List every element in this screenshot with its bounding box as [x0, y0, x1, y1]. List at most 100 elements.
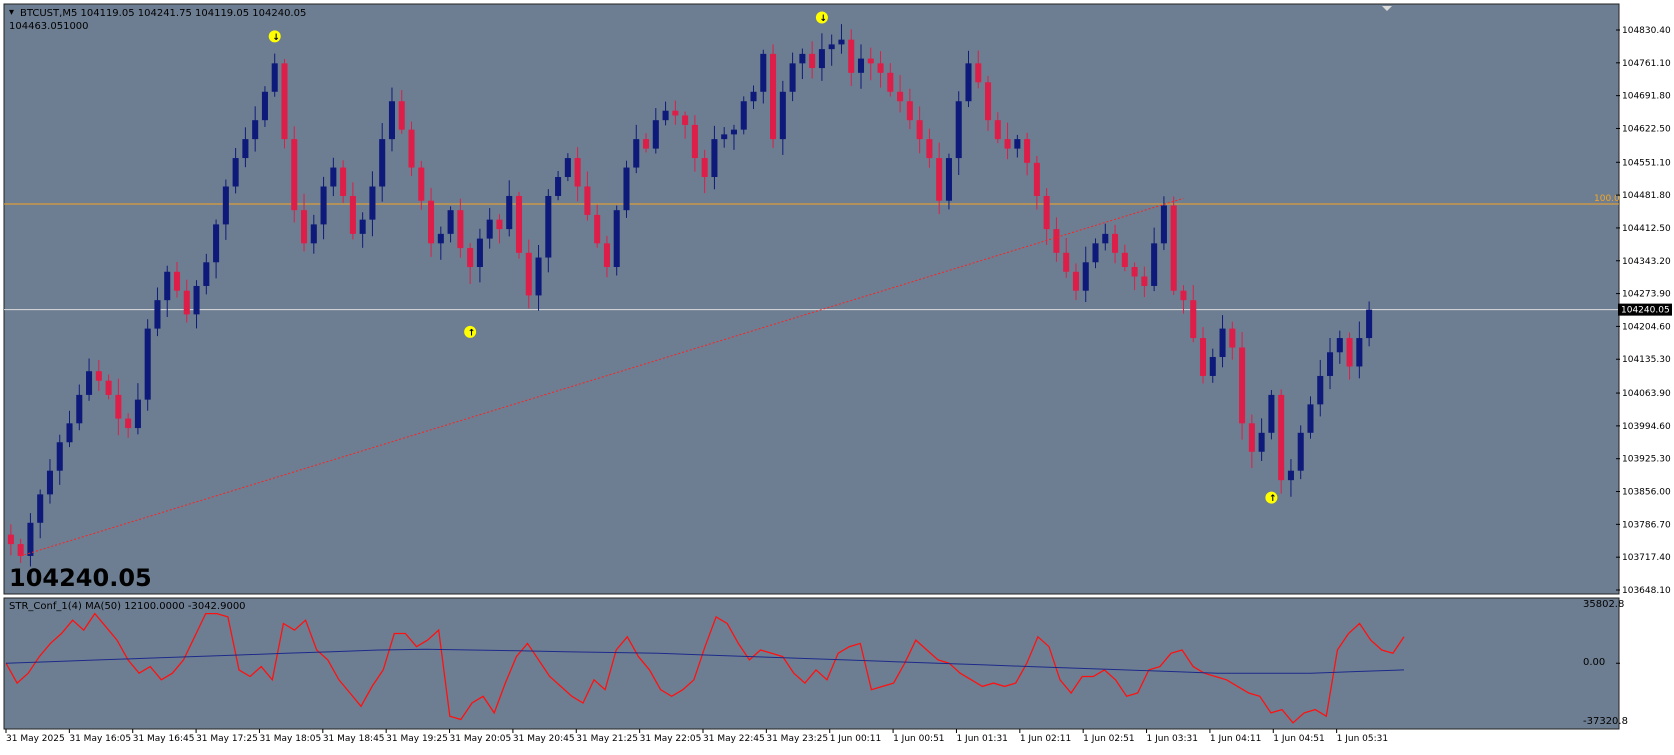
y-axis-label: 103856.00 — [1622, 488, 1671, 498]
y-axis-label: 104691.80 — [1622, 92, 1671, 102]
candle-body — [1366, 309, 1373, 339]
y-axis-label: 104830.40 — [1622, 26, 1671, 36]
candle-body — [134, 399, 141, 429]
candle-body — [1102, 233, 1109, 244]
x-axis-label: 31 May 18:45 — [323, 734, 385, 744]
candle-body — [555, 177, 562, 196]
candle-body — [1141, 276, 1148, 286]
level-line-label: 100.0 — [1594, 194, 1620, 204]
x-axis-label: 31 May 17:25 — [196, 734, 258, 744]
x-axis-label: 1 Jun 05:31 — [1337, 734, 1388, 744]
candle-body — [300, 210, 308, 244]
candle-body — [818, 49, 825, 69]
indicator-panel[interactable] — [3, 597, 1620, 730]
candle-body — [86, 371, 93, 395]
candle-body — [545, 195, 552, 258]
candle-body — [740, 101, 747, 130]
candle-body — [1151, 243, 1158, 286]
candle-body — [1092, 243, 1099, 263]
candle-body — [633, 139, 640, 168]
symbol-info: BTCUST,M5 104119.05 104241.75 104119.05 … — [20, 8, 306, 19]
x-axis-label: 31 May 2025 — [6, 734, 65, 744]
candle-body — [945, 158, 952, 201]
candle-body — [857, 58, 865, 73]
candle-body — [222, 186, 229, 225]
x-axis-label: 1 Jun 04:11 — [1210, 734, 1261, 744]
candle-body — [603, 243, 610, 268]
y-axis-label: 104204.60 — [1622, 322, 1671, 332]
candle-body — [1082, 262, 1089, 291]
candle-body — [877, 63, 884, 73]
candle-body — [838, 39, 845, 45]
x-axis-label: 1 Jun 02:11 — [1020, 734, 1071, 744]
candle-body — [926, 139, 933, 159]
candle-body — [672, 110, 679, 116]
candle-body — [955, 101, 962, 159]
x-axis-label: 31 May 16:05 — [69, 734, 131, 744]
y-axis-label: 103786.70 — [1622, 520, 1671, 530]
x-axis-label: 31 May 22:45 — [703, 734, 765, 744]
candle-body — [1278, 394, 1285, 481]
x-axis-label: 1 Jun 01:31 — [956, 734, 1007, 744]
candle-body — [1356, 338, 1363, 367]
candle-body — [1258, 432, 1265, 452]
x-axis-label: 31 May 20:05 — [450, 734, 512, 744]
candle-body — [721, 134, 728, 140]
indicator-axis-bottom: -37320.8 — [1583, 716, 1628, 727]
candle-body — [105, 380, 112, 395]
candle-body — [965, 63, 972, 102]
candle-body — [379, 139, 386, 187]
candle-body — [652, 120, 659, 149]
fractal-down-marker — [1265, 491, 1278, 504]
y-axis-label: 103717.40 — [1622, 553, 1671, 563]
candle-body — [691, 124, 698, 159]
candle-body — [1297, 432, 1304, 471]
candle-body — [467, 248, 474, 268]
candle-body — [340, 167, 347, 196]
candle-body — [291, 139, 298, 211]
candle-body — [887, 72, 894, 92]
candle-body — [398, 101, 405, 130]
indicator-title: STR_Conf_1(4) MA(50) 12100.0000 -3042.90… — [9, 601, 246, 612]
candle-body — [408, 129, 415, 168]
candle-body — [867, 58, 874, 64]
candle-body — [994, 120, 1001, 140]
candle-body — [613, 210, 620, 268]
big-price-label: 104240.05 — [9, 564, 152, 592]
candle-body — [662, 110, 669, 121]
fractal-up-marker — [815, 11, 828, 24]
y-axis-label: 103994.60 — [1622, 422, 1671, 432]
candle-body — [164, 271, 171, 301]
y-axis-label: 104481.80 — [1622, 191, 1671, 201]
candle-body — [271, 63, 278, 92]
candle-body — [359, 219, 366, 234]
candle-body — [447, 210, 454, 234]
dropdown-arrow-icon[interactable]: ▾ — [9, 7, 14, 18]
price-panel[interactable] — [3, 3, 1620, 595]
candle-body — [95, 371, 102, 381]
x-axis-label: 1 Jun 03:31 — [1147, 734, 1198, 744]
candle-body — [711, 139, 718, 178]
fractal-arrow: ↑ — [468, 328, 476, 338]
candle-body — [984, 82, 992, 121]
candle-body — [906, 101, 913, 121]
candle-body — [750, 91, 757, 102]
candle-body — [1024, 139, 1031, 163]
candle-body — [574, 158, 581, 187]
y-axis-label: 104551.10 — [1622, 158, 1671, 168]
candle-body — [1199, 338, 1207, 376]
level-value-text: 104463.051000 — [9, 21, 89, 32]
candle-body — [701, 158, 708, 178]
candle-body — [623, 167, 630, 211]
candle-body — [594, 214, 601, 244]
fractal-arrow: ↓ — [819, 14, 827, 24]
candle-body — [1112, 233, 1119, 253]
candle-body — [496, 219, 503, 230]
candle-body — [525, 252, 532, 296]
candle-body — [584, 186, 591, 215]
candle-body — [1043, 195, 1050, 230]
candle-body — [349, 195, 356, 234]
candle-body — [1317, 375, 1324, 405]
